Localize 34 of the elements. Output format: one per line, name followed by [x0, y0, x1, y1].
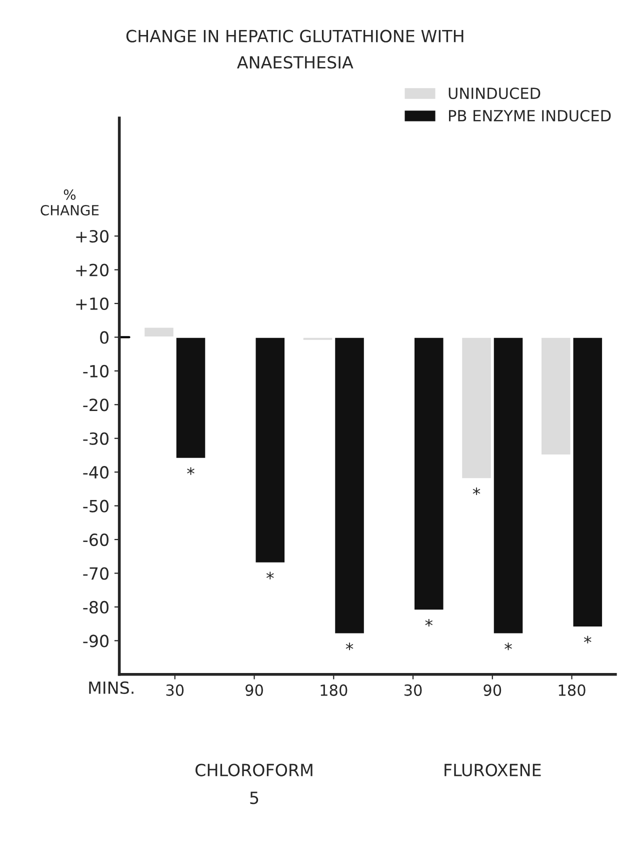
y-tick-label: 0 [100, 331, 108, 344]
legend-label: PB ENZYME INDUCED [449, 110, 611, 122]
text: FLUROXENE [444, 764, 541, 776]
data-label: * [425, 618, 433, 627]
chart-title: CHANGE IN HEPATIC GLUTATHIONE WITH ANAESTHESIA [126, 30, 464, 69]
x-tick-label: 30 [166, 684, 184, 696]
y-tick-label: -50 [83, 500, 108, 512]
y-tick-label: -10 [83, 364, 108, 378]
text: MINS. [89, 681, 134, 694]
data-label: * [187, 467, 194, 475]
text: CHLOROFORM [196, 764, 312, 776]
data-label: * [346, 642, 354, 650]
x-tick-label: 180 [558, 684, 586, 696]
data-label: * [504, 642, 512, 650]
y-tick-label: -40 [83, 466, 108, 479]
y-tick-label: -20 [83, 398, 108, 412]
y-tick-label: -30 [83, 432, 108, 445]
y-tick-label: -60 [83, 533, 108, 546]
y-tick-label: +30 [76, 230, 108, 243]
y-tick-label: +20 [76, 264, 108, 276]
data-label: * [266, 572, 274, 580]
y-tick-label: +10 [76, 297, 108, 310]
text: 5 [250, 792, 258, 804]
y-tick-label: -70 [83, 567, 108, 580]
x-tick-label: 30 [404, 684, 422, 696]
y-axis-title: % CHANGE [40, 189, 99, 216]
x-tick-label: 180 [320, 684, 348, 696]
y-tick-label: -90 [83, 634, 108, 648]
legend-label: UNINDUCED [448, 88, 540, 100]
x-tick-label: 90 [246, 684, 263, 696]
data-label: * [472, 487, 480, 496]
data-label: * [584, 636, 592, 644]
y-tick-label: -80 [83, 600, 108, 614]
x-tick-label: 90 [484, 684, 502, 696]
